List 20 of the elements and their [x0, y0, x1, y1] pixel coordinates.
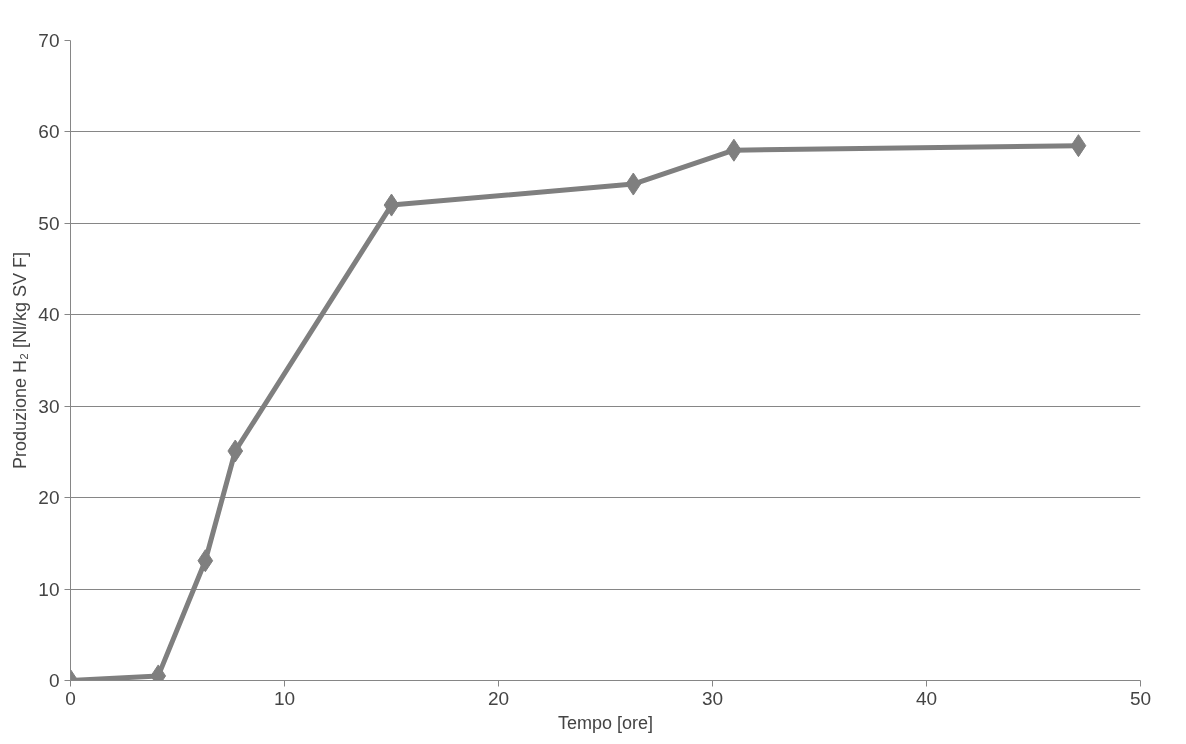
y-tick-label: 20	[38, 487, 60, 509]
y-tick-label: 40	[38, 304, 60, 326]
y-tick-label: 60	[38, 121, 60, 143]
x-tick-label: 20	[487, 687, 510, 709]
y-tick-label: 10	[38, 578, 60, 600]
point	[227, 439, 244, 463]
point	[625, 172, 642, 196]
x-tick-label: 50	[1129, 687, 1152, 709]
x-tick-label: 10	[273, 687, 296, 709]
y-tick-label: 70	[38, 30, 60, 51]
x-tick-label: 0	[65, 687, 76, 709]
y-tick-label: 0	[48, 670, 60, 691]
y-tick-label: 30	[38, 395, 60, 417]
y-tick-label: 50	[38, 212, 60, 234]
point	[383, 193, 400, 217]
x-tick-label: 40	[915, 687, 938, 709]
x-axis-title: Tempo [ore]	[557, 712, 654, 733]
point	[1070, 134, 1087, 158]
x-tick-label: 30	[701, 687, 724, 709]
y-axis-title: Produzione H₂ [Nl/kg SV F]	[10, 251, 31, 470]
